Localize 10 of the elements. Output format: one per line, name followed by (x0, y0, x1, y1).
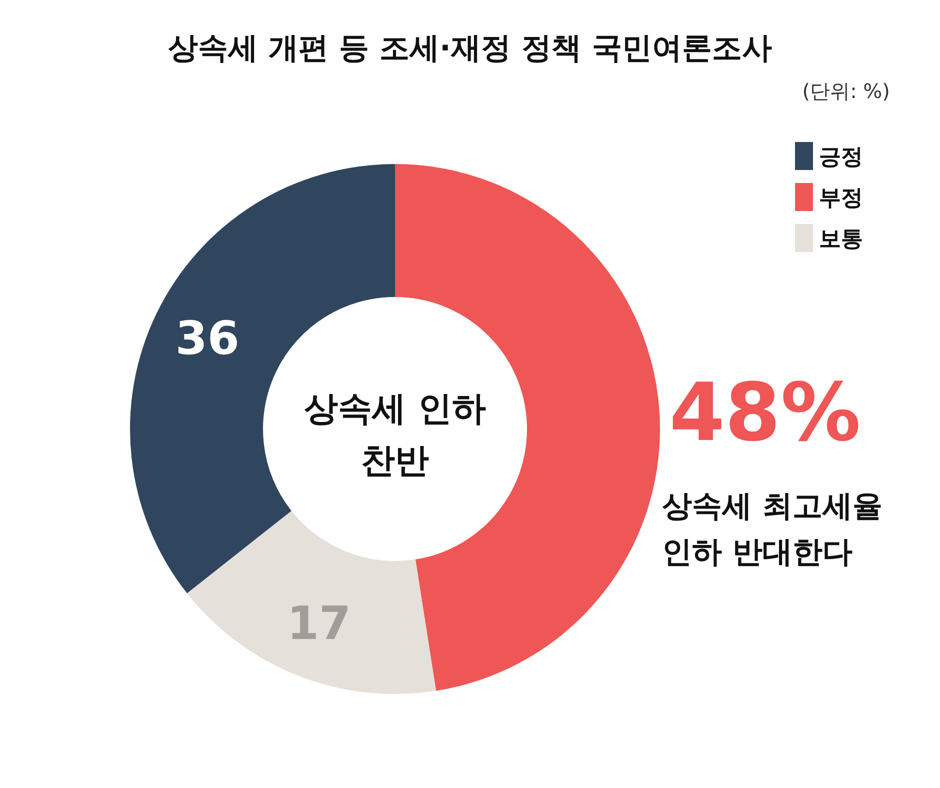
legend-label: 긍정 (819, 145, 863, 170)
chart-title: 상속세 개편 등 조세·재정 정책 국민여론조사 (168, 31, 772, 66)
data-label: 48% (669, 366, 861, 459)
data-label: 36 (175, 311, 240, 366)
text: 상속세 인하 찬반 (304, 389, 486, 481)
text: 상속세 최고세율 인하 반대한다 (662, 489, 882, 570)
legend-label: 보통 (819, 227, 863, 252)
legend-label: 부정 (819, 186, 863, 211)
text: (단위: %) (802, 79, 890, 103)
data-label: 17 (286, 596, 351, 650)
